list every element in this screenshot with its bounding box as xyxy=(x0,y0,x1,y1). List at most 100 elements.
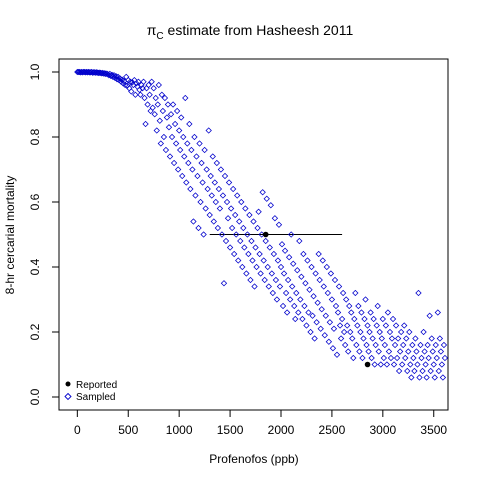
sampled-point xyxy=(322,312,329,319)
sampled-point xyxy=(377,361,384,368)
sampled-point xyxy=(278,241,286,248)
sampled-point xyxy=(180,133,187,141)
sampled-point xyxy=(168,133,176,141)
sampled-point xyxy=(387,354,395,362)
sampled-point xyxy=(261,276,268,284)
sampled-point xyxy=(296,237,303,245)
sampled-point xyxy=(215,185,223,193)
sampled-series xyxy=(74,68,449,381)
sampled-point xyxy=(281,247,289,254)
sampled-point xyxy=(239,263,246,271)
sampled-point xyxy=(325,338,333,345)
sampled-point xyxy=(347,328,354,336)
sampled-point xyxy=(135,78,142,85)
sampled-point xyxy=(203,166,210,173)
sampled-point xyxy=(251,283,258,290)
sampled-point xyxy=(416,374,423,381)
sampled-point xyxy=(373,322,380,329)
sampled-point xyxy=(275,221,283,228)
sampled-point xyxy=(407,361,414,368)
sampled-point xyxy=(308,263,315,271)
sampled-point xyxy=(156,117,163,124)
sampled-point xyxy=(298,273,305,280)
sampled-point xyxy=(238,198,245,206)
sampled-point xyxy=(435,367,443,375)
sampled-point xyxy=(311,335,318,342)
sampled-point xyxy=(132,91,139,98)
sampled-point xyxy=(229,185,237,193)
sampled-point xyxy=(246,211,253,219)
sampled-point xyxy=(273,296,281,303)
y-tick-label: 0.6 xyxy=(28,193,42,210)
sampled-point xyxy=(183,179,190,186)
sampled-point xyxy=(196,140,203,147)
sampled-point xyxy=(277,263,285,271)
sampled-point xyxy=(340,328,348,336)
sampled-point xyxy=(288,231,295,238)
sampled-point xyxy=(254,224,261,232)
sampled-point xyxy=(356,348,363,355)
sampled-point xyxy=(175,127,183,134)
sampled-point xyxy=(319,257,326,264)
sampled-point xyxy=(256,250,263,258)
sampled-point xyxy=(359,354,366,362)
sampled-point xyxy=(427,367,434,375)
sampled-point xyxy=(413,348,420,355)
sampled-point xyxy=(417,341,424,349)
sampled-point xyxy=(157,140,164,147)
sampled-point xyxy=(262,237,269,245)
sampled-point xyxy=(162,146,170,154)
sampled-point xyxy=(234,192,241,199)
sampled-point xyxy=(271,215,279,222)
sampled-point xyxy=(250,218,257,225)
sampled-point xyxy=(170,159,178,167)
sampled-point xyxy=(295,309,302,316)
sampled-point xyxy=(158,91,166,98)
sampled-point xyxy=(142,120,149,128)
sampled-point xyxy=(290,260,297,267)
sampled-point xyxy=(221,172,229,180)
y-axis: 0.0 0.2 0.4 0.6 0.8 1.0 xyxy=(28,63,60,405)
sampled-point xyxy=(223,198,231,206)
sampled-point xyxy=(420,328,427,336)
sampled-point xyxy=(341,341,349,349)
sampled-point xyxy=(105,72,113,79)
sampled-point xyxy=(178,114,185,121)
sampled-point xyxy=(252,244,259,251)
sampled-point xyxy=(320,283,327,290)
sampled-point xyxy=(355,302,362,310)
sampled-point xyxy=(272,276,280,284)
sampled-point xyxy=(154,101,161,108)
sampled-point xyxy=(395,367,403,375)
sampled-point xyxy=(305,309,312,316)
sampled-point xyxy=(403,335,410,342)
sampled-point xyxy=(286,296,294,303)
sampled-point xyxy=(177,146,184,154)
x-tick-label: 500 xyxy=(118,423,138,437)
sampled-point xyxy=(318,306,325,313)
sampled-point xyxy=(249,257,256,264)
sampled-point xyxy=(146,91,153,98)
sampled-point xyxy=(382,322,390,329)
sampled-point xyxy=(438,361,446,368)
sampled-point xyxy=(276,283,284,290)
sampled-point xyxy=(159,107,167,115)
sampled-point xyxy=(266,244,273,251)
sampled-point xyxy=(197,198,204,206)
sampled-point xyxy=(406,328,413,336)
sampled-point xyxy=(352,289,359,297)
sampled-point xyxy=(255,208,262,215)
sampled-point xyxy=(299,315,306,323)
sampled-point xyxy=(315,250,322,258)
sampled-point xyxy=(202,205,209,212)
sampled-point xyxy=(379,315,386,323)
sampled-point xyxy=(268,270,275,277)
sampled-point xyxy=(274,257,282,264)
sampled-point xyxy=(294,267,301,274)
sampled-point xyxy=(187,185,194,193)
x-tick-label: 1000 xyxy=(166,423,193,437)
sampled-point xyxy=(300,250,307,258)
sampled-point xyxy=(386,328,394,336)
sampled-point xyxy=(368,354,375,362)
sampled-point xyxy=(326,319,334,326)
